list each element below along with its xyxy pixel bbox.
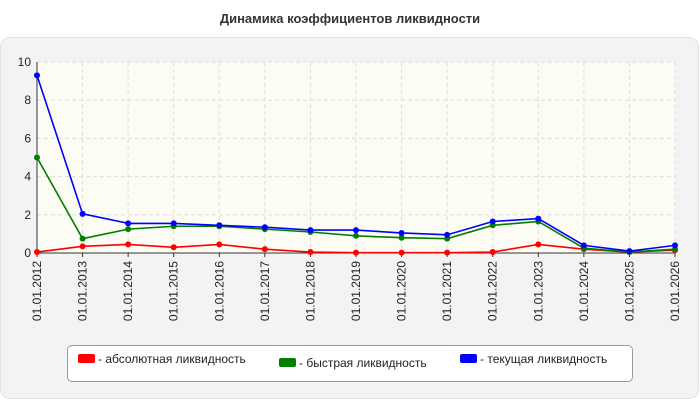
legend-label: - быстрая ликвидность	[299, 356, 427, 370]
series-point	[353, 227, 359, 234]
legend-swatch	[78, 354, 95, 364]
series-point	[580, 242, 587, 249]
series-point	[216, 241, 223, 248]
y-tick-label: 2	[24, 208, 31, 222]
y-tick-label: 8	[24, 93, 31, 107]
y-tick-label: 10	[18, 55, 32, 69]
series-point	[261, 224, 268, 231]
x-tick-label: 01.01.2017	[258, 261, 272, 321]
legend-item: - абсолютная ликвидность	[78, 352, 246, 366]
series-point	[444, 231, 451, 238]
series-point	[444, 249, 451, 256]
series-point	[34, 154, 40, 161]
x-tick-label: 01.01.2019	[349, 261, 363, 321]
series-point	[672, 242, 678, 249]
series-point	[307, 227, 314, 234]
series-point	[125, 241, 132, 248]
x-tick-label: 01.01.2021	[440, 261, 454, 321]
legend-label: - абсолютная ликвидность	[98, 352, 246, 366]
x-tick-label: 01.01.2012	[30, 261, 44, 321]
series-point	[79, 235, 86, 242]
series-point	[398, 229, 405, 236]
x-tick-label: 01.01.2014	[121, 261, 135, 321]
series-point	[79, 210, 86, 217]
series-point	[34, 249, 40, 256]
series-point	[216, 222, 223, 229]
series-point	[353, 249, 359, 256]
y-tick-label: 6	[24, 131, 31, 145]
x-tick-label: 01.01.2025	[622, 261, 636, 321]
x-tick-label: 01.01.2020	[395, 261, 409, 321]
legend-swatch	[460, 354, 477, 364]
legend-item: - текущая ликвидность	[460, 352, 607, 366]
series-point	[125, 220, 132, 227]
x-tick-label: 01.01.2023	[531, 261, 545, 321]
x-tick-label: 01.01.2022	[486, 261, 500, 321]
chart-title: Динамика коэффициентов ликвидности	[219, 11, 481, 26]
series-point	[535, 215, 542, 222]
x-tick-label: 01.01.2018	[303, 261, 317, 321]
x-tick-label: 01.01.2024	[577, 261, 591, 321]
legend: - абсолютная ликвидность - быстрая ликвид…	[67, 345, 633, 382]
legend-item: - быстрая ликвидность	[279, 356, 427, 370]
series-point	[261, 246, 268, 253]
x-tick-label: 01.01.2026	[668, 261, 682, 321]
legend-label: - текущая ликвидность	[480, 352, 608, 366]
series-point	[34, 72, 40, 79]
y-tick-label: 4	[24, 170, 31, 184]
series-point	[489, 249, 496, 256]
series-point	[125, 226, 132, 233]
series-point	[353, 232, 359, 239]
legend-swatch	[279, 358, 296, 368]
series-point	[398, 249, 405, 256]
series-point	[170, 244, 177, 251]
series-point	[79, 243, 86, 250]
series-point	[626, 248, 633, 255]
x-tick-label: 01.01.2015	[167, 261, 181, 321]
x-tick-label: 01.01.2016	[212, 261, 226, 321]
y-tick-label: 0	[24, 246, 31, 260]
series-point	[535, 241, 542, 248]
series-point	[170, 220, 177, 227]
series-point	[307, 249, 314, 256]
series-point	[489, 218, 496, 225]
series-point	[398, 234, 405, 241]
x-tick-label: 01.01.2013	[76, 261, 90, 321]
